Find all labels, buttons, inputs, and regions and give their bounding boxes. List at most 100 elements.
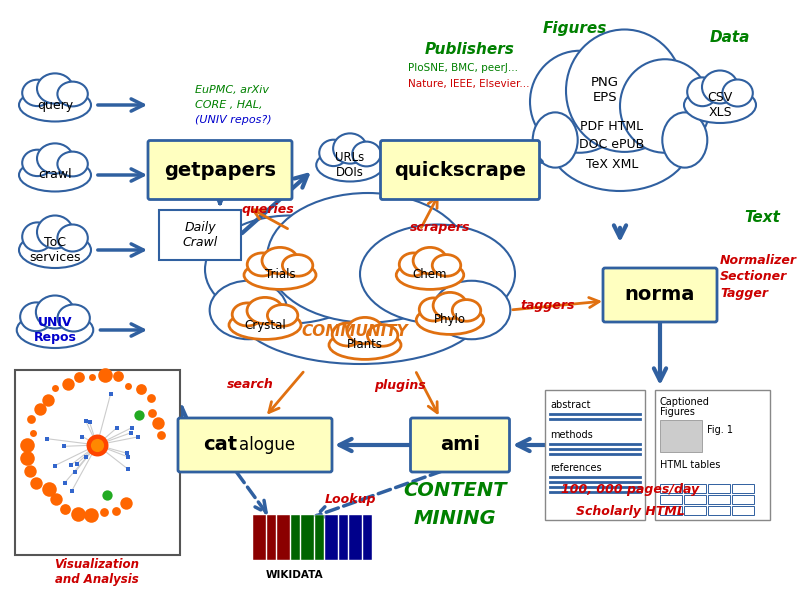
Point (120, 498, 133, 508)
Bar (253, 514, 266, 559)
Ellipse shape (533, 112, 578, 167)
Point (86, 372, 98, 382)
Point (90, 440, 103, 450)
Text: alogue: alogue (239, 436, 295, 454)
Text: getpapers: getpapers (164, 160, 276, 179)
Ellipse shape (19, 88, 91, 121)
Text: Fig. 1: Fig. 1 (707, 425, 733, 435)
Point (76, 432, 89, 442)
Ellipse shape (352, 142, 381, 166)
Ellipse shape (232, 303, 262, 326)
Text: Nature, IEEE, Elsevier...: Nature, IEEE, Elsevier... (408, 79, 530, 89)
Bar (708, 506, 730, 515)
Text: cat: cat (203, 436, 237, 455)
Text: norma: norma (625, 286, 695, 304)
Bar (660, 506, 682, 515)
Ellipse shape (58, 304, 90, 331)
Ellipse shape (58, 224, 88, 251)
Text: Captioned: Captioned (660, 397, 710, 407)
Point (101, 490, 114, 500)
Text: Publishers: Publishers (425, 43, 515, 58)
Point (49, 383, 62, 393)
Point (125, 428, 138, 437)
Ellipse shape (37, 143, 73, 173)
Point (122, 452, 134, 461)
Ellipse shape (416, 305, 484, 334)
Point (110, 423, 123, 433)
Point (65, 460, 78, 470)
Bar (684, 495, 706, 504)
Text: Phylo: Phylo (434, 313, 466, 326)
Bar (277, 514, 290, 559)
Text: methods: methods (550, 430, 593, 440)
Ellipse shape (399, 253, 428, 276)
Point (71, 509, 84, 519)
Point (42, 395, 54, 404)
Text: CONTENT: CONTENT (403, 481, 506, 499)
Text: MINING: MINING (414, 509, 496, 527)
Bar (684, 506, 706, 515)
Bar (349, 514, 362, 559)
Ellipse shape (19, 232, 91, 268)
Point (122, 464, 134, 474)
Text: quickscrape: quickscrape (394, 160, 526, 179)
Ellipse shape (620, 59, 710, 153)
Ellipse shape (662, 112, 707, 167)
Text: Scholarly HTML: Scholarly HTML (575, 505, 685, 518)
Point (33, 404, 46, 413)
Text: Plants: Plants (347, 338, 383, 352)
Point (59, 504, 72, 514)
Point (155, 430, 168, 440)
Text: query: query (37, 98, 73, 112)
Bar (291, 514, 300, 559)
Bar (301, 514, 314, 559)
Text: PloSNE, BMC, peerJ...: PloSNE, BMC, peerJ... (408, 63, 518, 73)
Point (79, 416, 92, 425)
Ellipse shape (36, 295, 74, 329)
Bar (660, 420, 702, 452)
Ellipse shape (333, 133, 367, 164)
Text: Crystal: Crystal (244, 319, 286, 331)
Ellipse shape (247, 298, 283, 324)
Text: abstract: abstract (550, 400, 590, 410)
Bar (684, 484, 706, 493)
Point (90, 440, 103, 450)
Text: search: search (226, 379, 274, 391)
Text: Visualization
and Analysis: Visualization and Analysis (54, 558, 139, 586)
Text: PDF HTML
DOC ePUB
TeX XML: PDF HTML DOC ePUB TeX XML (579, 119, 645, 170)
Text: Chem: Chem (413, 269, 447, 281)
Text: Text: Text (744, 211, 780, 226)
Ellipse shape (413, 247, 447, 274)
Point (48, 461, 61, 470)
Ellipse shape (22, 223, 53, 251)
Ellipse shape (329, 331, 401, 359)
Point (126, 423, 138, 433)
Ellipse shape (319, 140, 348, 166)
Text: ToC
services: ToC services (30, 236, 81, 264)
Point (50, 494, 63, 503)
Bar (325, 514, 338, 559)
Point (110, 506, 122, 515)
Point (151, 418, 164, 428)
Ellipse shape (332, 323, 362, 346)
Text: WIKIDATA: WIKIDATA (266, 569, 324, 580)
Text: PNG
EPS: PNG EPS (591, 76, 619, 104)
Text: 100, 000 pages/day: 100, 000 pages/day (561, 484, 699, 497)
Bar (545, 390, 645, 520)
Text: Figures: Figures (543, 20, 607, 35)
Ellipse shape (433, 281, 510, 339)
Text: plugins: plugins (374, 379, 426, 391)
Text: UNIV
Repos: UNIV Repos (34, 316, 77, 344)
Ellipse shape (432, 254, 461, 276)
Text: (UNIV repos?): (UNIV repos?) (195, 115, 272, 125)
Text: crawl: crawl (38, 169, 72, 181)
Point (21, 453, 34, 463)
Text: taggers: taggers (521, 298, 575, 311)
Text: references: references (550, 463, 602, 473)
Ellipse shape (452, 299, 481, 321)
Text: queries: queries (242, 203, 294, 217)
Bar (732, 495, 754, 504)
Bar (732, 484, 754, 493)
Text: URLs
DOIs: URLs DOIs (335, 151, 365, 179)
Point (98, 507, 110, 517)
